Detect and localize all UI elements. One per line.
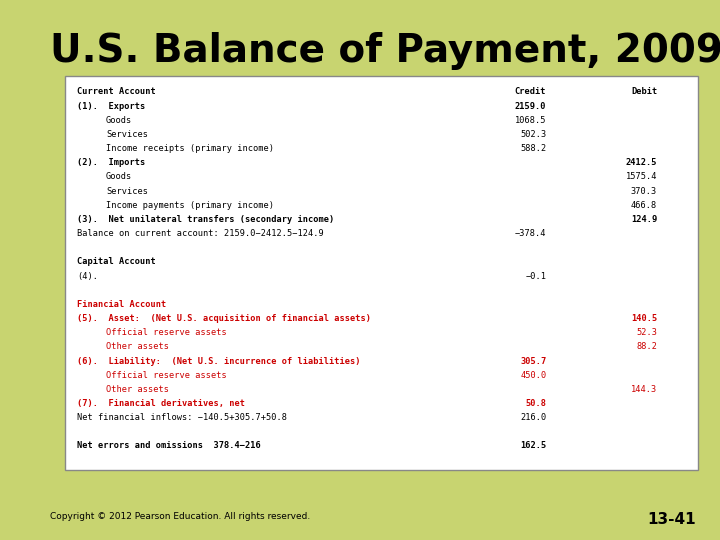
Text: Official reserve assets: Official reserve assets — [106, 328, 227, 337]
Text: Income receipts (primary income): Income receipts (primary income) — [106, 144, 274, 153]
Text: Financial Account: Financial Account — [78, 300, 167, 309]
Text: −378.4: −378.4 — [515, 229, 546, 238]
Text: 13-41: 13-41 — [647, 511, 696, 526]
Text: 88.2: 88.2 — [636, 342, 657, 352]
Text: 588.2: 588.2 — [520, 144, 546, 153]
Text: 162.5: 162.5 — [520, 442, 546, 450]
Text: 305.7: 305.7 — [520, 356, 546, 366]
Text: 124.9: 124.9 — [631, 215, 657, 224]
Text: Other assets: Other assets — [106, 385, 169, 394]
Text: Income payments (primary income): Income payments (primary income) — [106, 201, 274, 210]
Text: 466.8: 466.8 — [631, 201, 657, 210]
Text: 216.0: 216.0 — [520, 413, 546, 422]
Text: Goods: Goods — [106, 116, 132, 125]
Text: Net financial inflows: −140.5+305.7+50.8: Net financial inflows: −140.5+305.7+50.8 — [78, 413, 287, 422]
Text: 502.3: 502.3 — [520, 130, 546, 139]
Text: 2412.5: 2412.5 — [626, 158, 657, 167]
Text: (5).  Asset:  (Net U.S. acquisition of financial assets): (5). Asset: (Net U.S. acquisition of fin… — [78, 314, 372, 323]
Text: Current Account: Current Account — [78, 87, 156, 97]
Text: Capital Account: Capital Account — [78, 258, 156, 266]
Text: 370.3: 370.3 — [631, 186, 657, 195]
Text: 2159.0: 2159.0 — [515, 102, 546, 111]
Text: 1068.5: 1068.5 — [515, 116, 546, 125]
Text: (7).  Financial derivatives, net: (7). Financial derivatives, net — [78, 399, 246, 408]
Text: (3).  Net unilateral transfers (secondary income): (3). Net unilateral transfers (secondary… — [78, 215, 335, 224]
Text: Services: Services — [106, 186, 148, 195]
Text: Credit: Credit — [515, 87, 546, 97]
Text: (1).  Exports: (1). Exports — [78, 102, 145, 111]
Text: 144.3: 144.3 — [631, 385, 657, 394]
Text: Goods: Goods — [106, 172, 132, 181]
Text: 52.3: 52.3 — [636, 328, 657, 337]
Text: Official reserve assets: Official reserve assets — [106, 370, 227, 380]
Text: −0.1: −0.1 — [526, 272, 546, 281]
Text: (4).: (4). — [78, 272, 99, 281]
Text: Balance on current account: 2159.0−2412.5−124.9: Balance on current account: 2159.0−2412.… — [78, 229, 324, 238]
Text: 50.8: 50.8 — [526, 399, 546, 408]
Text: Net errors and omissions  378.4−216: Net errors and omissions 378.4−216 — [78, 442, 261, 450]
Text: U.S. Balance of Payment, 2009: U.S. Balance of Payment, 2009 — [50, 32, 720, 70]
Text: Debit: Debit — [631, 87, 657, 97]
Text: Other assets: Other assets — [106, 342, 169, 352]
Text: 450.0: 450.0 — [520, 370, 546, 380]
Text: 140.5: 140.5 — [631, 314, 657, 323]
Text: Services: Services — [106, 130, 148, 139]
Text: (6).  Liability:  (Net U.S. incurrence of liabilities): (6). Liability: (Net U.S. incurrence of … — [78, 356, 361, 366]
Text: (2).  Imports: (2). Imports — [78, 158, 145, 167]
FancyBboxPatch shape — [65, 76, 698, 470]
Text: Copyright © 2012 Pearson Education. All rights reserved.: Copyright © 2012 Pearson Education. All … — [50, 512, 310, 521]
Text: 1575.4: 1575.4 — [626, 172, 657, 181]
